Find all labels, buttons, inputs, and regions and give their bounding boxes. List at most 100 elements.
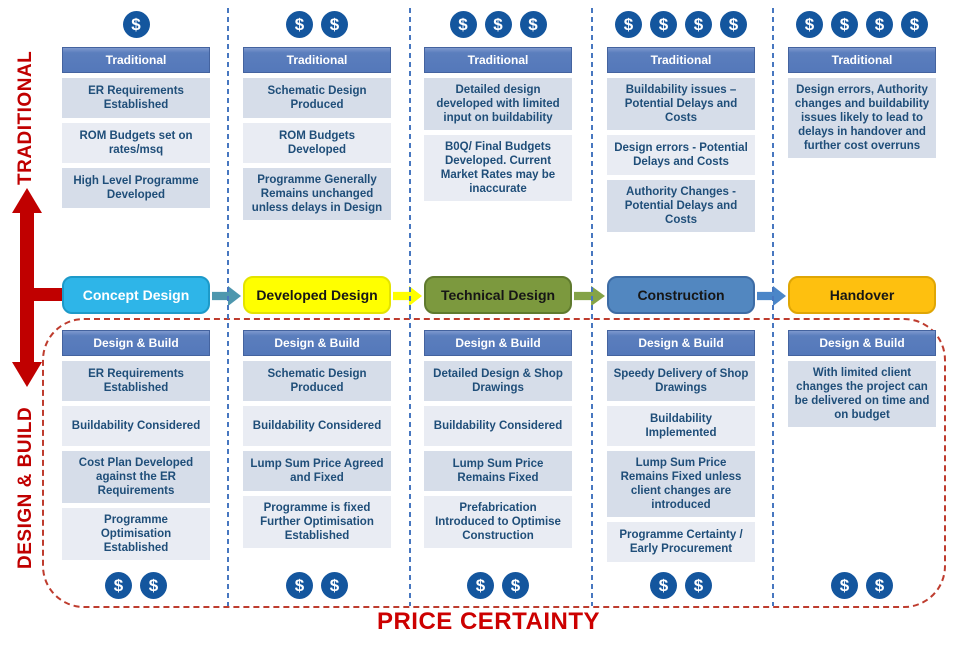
traditional-card-header: Traditional	[62, 47, 210, 73]
column-divider	[591, 8, 593, 606]
dollar-icon: $	[831, 572, 858, 599]
column-divider	[227, 8, 229, 606]
traditional-axis-label: TRADITIONAL	[15, 50, 36, 186]
bottom-dollar-row: $ $	[243, 572, 391, 599]
traditional-card-header: Traditional	[243, 47, 391, 73]
phase-box-developed-design: Developed Design	[243, 276, 391, 314]
traditional-card: Traditional ER Requirements Established RO…	[62, 47, 210, 208]
price-certainty-outline	[42, 318, 946, 608]
design-build-card-item: Buildability Implemented	[607, 406, 755, 446]
phase-arrow-icon	[393, 285, 422, 307]
traditional-card-header: Traditional	[788, 47, 936, 73]
design-build-card-item: With limited client changes the project …	[788, 361, 936, 428]
dollar-icon: $	[140, 572, 167, 599]
arrow-connector-stub	[33, 288, 63, 301]
phase-box-handover: Handover	[788, 276, 936, 314]
design-build-card: Design & Build Schematic Design Produced B…	[243, 330, 391, 549]
dollar-icon: $	[286, 572, 313, 599]
dollar-icon: $	[796, 11, 823, 38]
top-dollar-row: $ $ $ $	[788, 11, 936, 38]
up-arrowhead-icon	[12, 188, 42, 213]
dollar-icon: $	[502, 572, 529, 599]
top-dollar-row: $	[62, 11, 210, 38]
top-dollar-row: $ $ $ $	[607, 11, 755, 38]
dollar-icon: $	[650, 11, 677, 38]
traditional-card-item: B0Q/ Final Budgets Developed. Current Ma…	[424, 135, 572, 202]
design-build-card: Design & Build ER Requirements Establishe…	[62, 330, 210, 561]
traditional-card-header: Traditional	[424, 47, 572, 73]
traditional-card-item: Design errors, Authority changes and bui…	[788, 78, 936, 159]
dollar-icon: $	[615, 11, 642, 38]
dollar-icon: $	[321, 572, 348, 599]
vertical-arrow-shaft	[20, 212, 34, 363]
traditional-card: Traditional Schematic Design Produced ROM …	[243, 47, 391, 221]
design-build-card-item: Buildability Considered	[62, 406, 210, 446]
dollar-icon: $	[866, 572, 893, 599]
traditional-card-item: Programme Generally Remains unchanged un…	[243, 168, 391, 221]
traditional-card-item: Detailed design developed with limited i…	[424, 78, 572, 131]
design-build-card-item: Buildability Considered	[424, 406, 572, 446]
traditional-card: Traditional Detailed design developed wit…	[424, 47, 572, 202]
traditional-card-item: Design errors - Potential Delays and Cos…	[607, 135, 755, 176]
traditional-card-item: High Level Programme Developed	[62, 168, 210, 208]
traditional-card-header: Traditional	[607, 47, 755, 73]
traditional-card-item: Authority Changes - Potential Delays and…	[607, 180, 755, 233]
design-build-card-item: Programme Optimisation Established	[62, 508, 210, 561]
design-build-card-item: Lump Sum Price Agreed and Fixed	[243, 451, 391, 491]
design-build-card-item: Programme Certainty / Early Procurement	[607, 522, 755, 563]
design-build-card-item: ER Requirements Established	[62, 361, 210, 401]
traditional-card-item: Schematic Design Produced	[243, 78, 391, 118]
dollar-icon: $	[901, 11, 928, 38]
design-build-card: Design & Build Speedy Delivery of Shop Dr…	[607, 330, 755, 563]
design-build-card-item: Buildability Considered	[243, 406, 391, 446]
column-divider	[409, 8, 411, 606]
design-build-card-item: Detailed Design & Shop Drawings	[424, 361, 572, 401]
design-build-card-header: Design & Build	[424, 330, 572, 356]
design-build-card-item: Programme is fixed Further Optimisation …	[243, 496, 391, 549]
phase-arrow-icon	[574, 285, 605, 307]
traditional-card-item: ER Requirements Established	[62, 78, 210, 118]
traditional-card-item: Buildability issues – Potential Delays a…	[607, 78, 755, 131]
phase-box-concept-design: Concept Design	[62, 276, 210, 314]
design-build-card: Design & Build With limited client change…	[788, 330, 936, 428]
design-build-card: Design & Build Detailed Design & Shop Dra…	[424, 330, 572, 549]
dollar-icon: $	[866, 11, 893, 38]
bottom-dollar-row: $ $	[62, 572, 210, 599]
traditional-card-item: ROM Budgets Developed	[243, 123, 391, 163]
dollar-icon: $	[286, 11, 313, 38]
dollar-icon: $	[122, 11, 150, 38]
dollar-icon: $	[467, 572, 494, 599]
column-divider	[772, 8, 774, 606]
design-build-card-item: Speedy Delivery of Shop Drawings	[607, 361, 755, 401]
design-build-card-header: Design & Build	[62, 330, 210, 356]
down-arrowhead-icon	[12, 362, 42, 387]
design-build-card-item: Cost Plan Developed against the ER Requi…	[62, 451, 210, 504]
dollar-icon: $	[449, 11, 477, 38]
dollar-icon: $	[685, 11, 712, 38]
design-build-card-item: Lump Sum Price Remains Fixed unless clie…	[607, 451, 755, 518]
bottom-dollar-row: $ $	[424, 572, 572, 599]
phase-box-construction: Construction	[607, 276, 755, 314]
design-build-card-item: Prefabrication Introduced to Optimise Co…	[424, 496, 572, 549]
traditional-card: Traditional Design errors, Authority chan…	[788, 47, 936, 159]
dollar-icon: $	[105, 572, 132, 599]
dollar-icon: $	[685, 572, 712, 599]
design-build-card-header: Design & Build	[243, 330, 391, 356]
design-build-card-header: Design & Build	[607, 330, 755, 356]
phase-box-technical-design: Technical Design	[424, 276, 572, 314]
top-dollar-row: $ $	[243, 11, 391, 38]
price-certainty-label: PRICE CERTAINTY	[376, 608, 601, 635]
bottom-dollar-row: $ $	[788, 572, 936, 599]
design-build-card-header: Design & Build	[788, 330, 936, 356]
top-dollar-row: $ $ $	[424, 11, 572, 38]
dollar-icon: $	[321, 11, 348, 38]
dollar-icon: $	[519, 11, 547, 38]
dollar-icon: $	[484, 11, 512, 38]
bottom-dollar-row: $ $	[607, 572, 755, 599]
dollar-icon: $	[650, 572, 677, 599]
traditional-card: Traditional Buildability issues – Potenti…	[607, 47, 755, 233]
dollar-icon: $	[831, 11, 858, 38]
design-build-card-item: Lump Sum Price Remains Fixed	[424, 451, 572, 491]
traditional-card-item: ROM Budgets set on rates/msq	[62, 123, 210, 163]
